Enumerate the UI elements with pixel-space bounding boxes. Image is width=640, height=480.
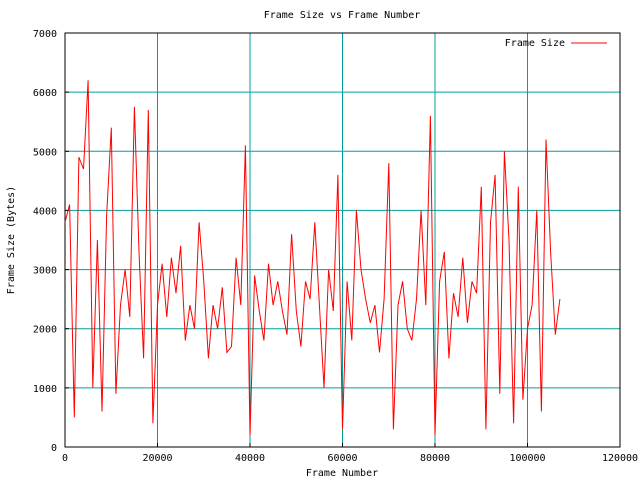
y-tick-label: 1000 bbox=[33, 384, 57, 395]
legend: Frame Size bbox=[505, 38, 607, 49]
axis-ticks: 0 20000 40000 60000 80000 100000 120000 0 1000 20… bbox=[33, 29, 638, 464]
y-tick-label: 3000 bbox=[33, 266, 57, 277]
x-tick-label: 80000 bbox=[420, 453, 450, 464]
y-tick-label: 6000 bbox=[33, 88, 57, 99]
y-tick-label: 2000 bbox=[33, 325, 57, 336]
x-tick-label: 100000 bbox=[509, 453, 545, 464]
y-tick-label: 0 bbox=[51, 443, 57, 454]
grid-lines bbox=[65, 33, 620, 447]
y-tick-label: 7000 bbox=[33, 29, 57, 40]
series-line-frame-size bbox=[64, 80, 561, 436]
series-lines bbox=[64, 80, 561, 436]
chart-title: Frame Size vs Frame Number bbox=[264, 10, 421, 21]
y-tick-label: 4000 bbox=[33, 206, 57, 217]
x-tick-label: 40000 bbox=[235, 453, 265, 464]
legend-label: Frame Size bbox=[505, 38, 565, 49]
x-tick-label: 20000 bbox=[142, 453, 172, 464]
y-tick-label: 5000 bbox=[33, 147, 57, 158]
y-axis-label: Frame Size (Bytes) bbox=[6, 186, 17, 294]
x-tick-label: 120000 bbox=[602, 453, 638, 464]
x-tick-label: 60000 bbox=[327, 453, 357, 464]
x-tick-label: 0 bbox=[62, 453, 68, 464]
x-axis-label: Frame Number bbox=[306, 468, 378, 479]
